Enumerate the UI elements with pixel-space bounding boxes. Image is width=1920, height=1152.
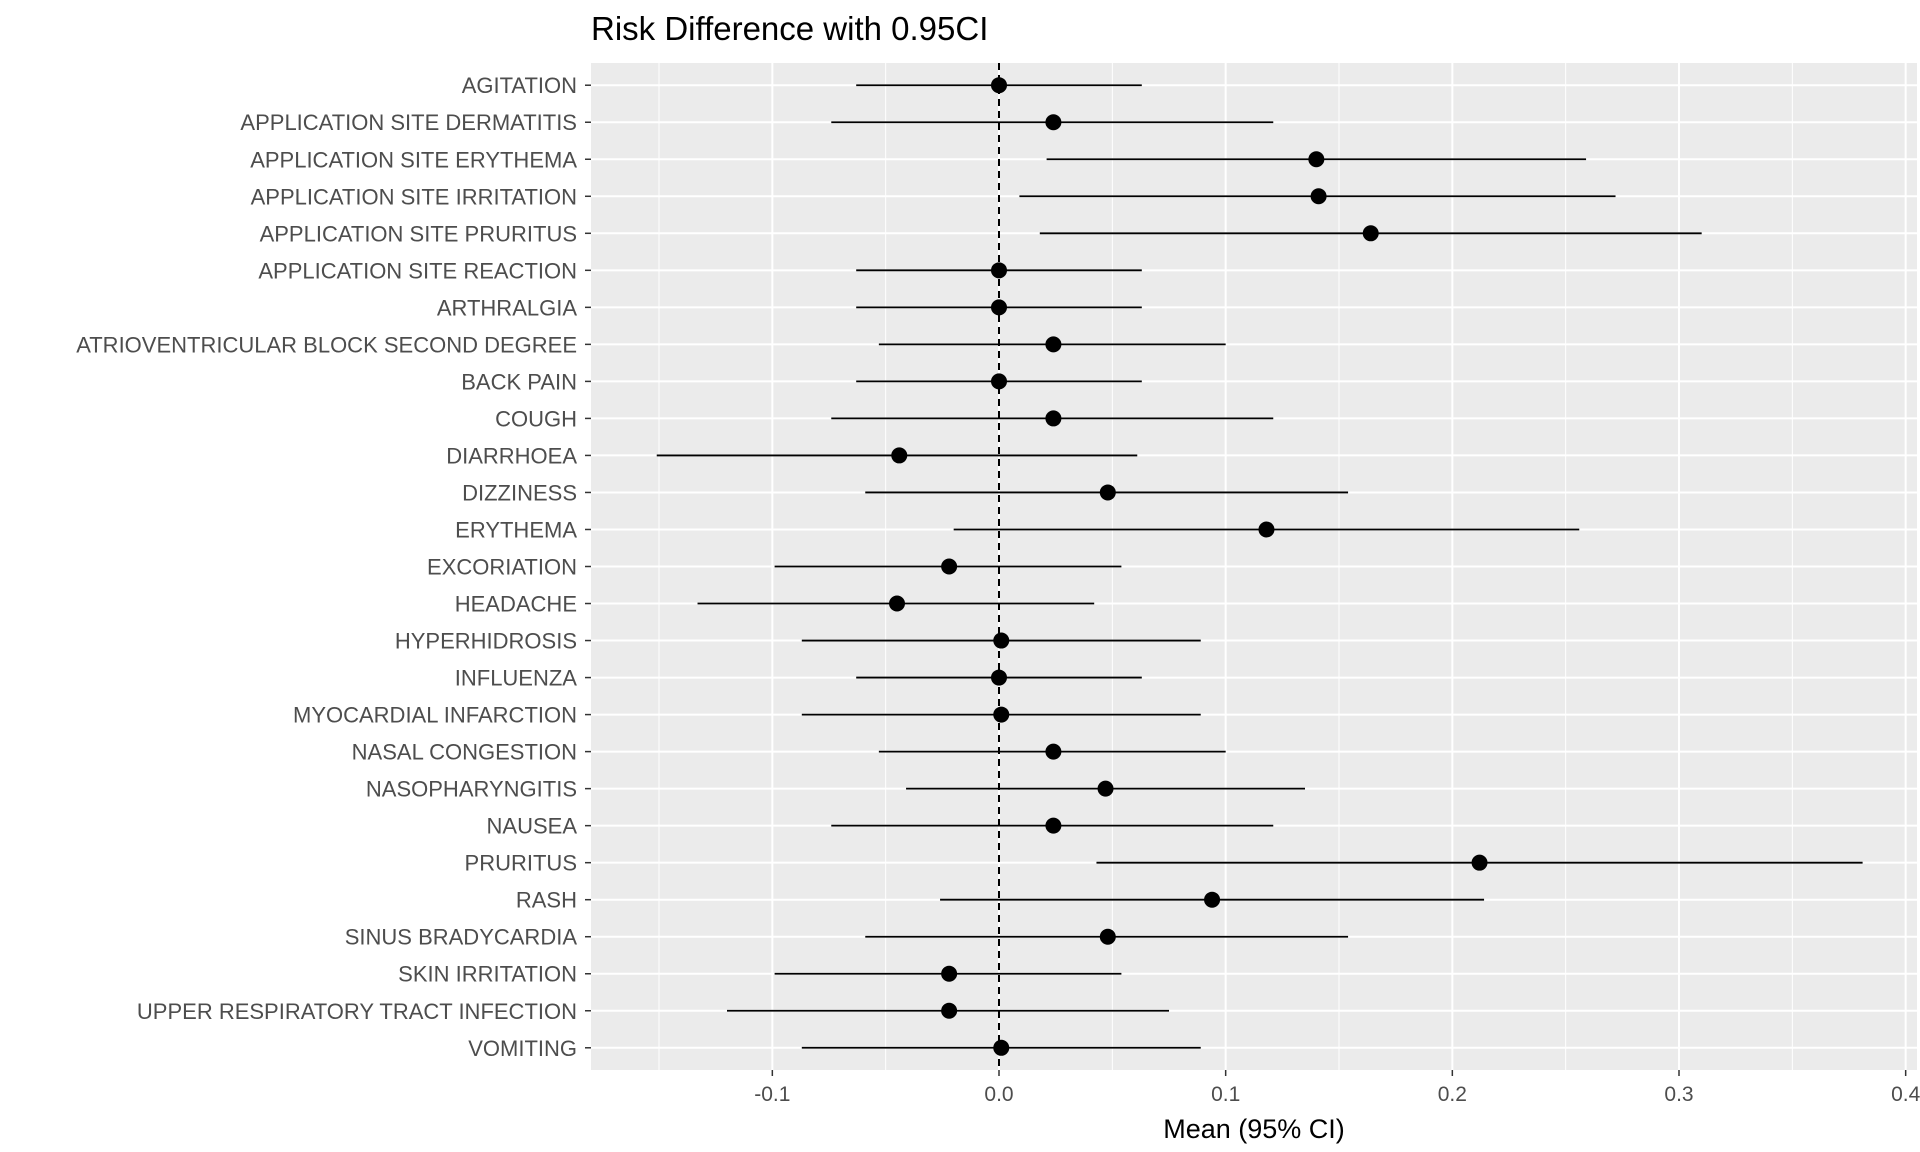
- category-label: ERYTHEMA: [455, 517, 577, 542]
- x-axis-ticks: -0.1 0.0 0.1 0.2 0.3 0.4: [754, 1070, 1920, 1106]
- category-label: HEADACHE: [455, 592, 577, 617]
- category-label: COUGH: [495, 406, 577, 431]
- category-label: APPLICATION SITE PRURITUS: [260, 221, 577, 246]
- category-label: SKIN IRRITATION: [398, 962, 577, 987]
- category-label: DIZZINESS: [462, 480, 577, 505]
- mean-point: [941, 1002, 958, 1019]
- mean-point: [993, 1039, 1010, 1056]
- x-tick-label: -0.1: [754, 1083, 790, 1106]
- category-label: BACK PAIN: [461, 369, 577, 394]
- mean-point: [991, 77, 1007, 94]
- category-label: NASAL CONGESTION: [352, 740, 577, 765]
- mean-point: [1308, 151, 1325, 168]
- category-label: APPLICATION SITE ERYTHEMA: [250, 147, 577, 172]
- category-label: UPPER RESPIRATORY TRACT INFECTION: [137, 999, 577, 1024]
- category-label: NASOPHARYNGITIS: [366, 777, 577, 802]
- mean-point: [1045, 336, 1062, 353]
- category-label: ARTHRALGIA: [437, 295, 578, 320]
- category-label: ATRIOVENTRICULAR BLOCK SECOND DEGREE: [76, 332, 577, 357]
- mean-point: [1258, 521, 1275, 538]
- mean-point: [941, 558, 958, 575]
- category-label: PRURITUS: [465, 851, 577, 876]
- x-tick-label: 0.3: [1664, 1083, 1693, 1106]
- category-label: HYPERHIDROSIS: [395, 629, 577, 654]
- mean-point: [1310, 188, 1327, 205]
- x-axis-title: Mean (95% CI): [1163, 1114, 1345, 1144]
- mean-point: [991, 669, 1007, 686]
- category-label: EXCORIATION: [427, 555, 577, 580]
- x-tick-label: 0.1: [1211, 1083, 1240, 1106]
- mean-point: [889, 595, 905, 612]
- mean-point: [993, 632, 1010, 649]
- mean-point: [991, 299, 1007, 316]
- x-tick-label: 0.0: [984, 1083, 1013, 1106]
- category-labels: AGITATION APPLICATION SITE DERMATITIS APPL…: [76, 73, 591, 1061]
- mean-point: [1099, 928, 1116, 945]
- mean-point: [1097, 780, 1114, 797]
- mean-point: [891, 447, 908, 464]
- category-label: APPLICATION SITE REACTION: [258, 258, 577, 283]
- category-label: INFLUENZA: [455, 666, 578, 691]
- category-label: MYOCARDIAL INFARCTION: [293, 703, 577, 728]
- category-label: VOMITING: [468, 1036, 577, 1061]
- mean-point: [991, 373, 1007, 390]
- chart-title: Risk Difference with 0.95CI: [591, 10, 988, 47]
- mean-point: [1471, 854, 1488, 871]
- mean-point: [941, 965, 958, 982]
- mean-point: [1204, 891, 1221, 908]
- x-tick-label: 0.4: [1891, 1083, 1920, 1106]
- mean-point: [1045, 743, 1062, 760]
- category-label: RASH: [516, 888, 577, 913]
- mean-point: [1362, 225, 1379, 242]
- category-label: APPLICATION SITE DERMATITIS: [240, 110, 577, 135]
- mean-point: [1045, 410, 1062, 427]
- mean-point: [993, 706, 1010, 723]
- category-label: APPLICATION SITE IRRITATION: [251, 184, 577, 209]
- category-label: NAUSEA: [487, 814, 578, 839]
- mean-point: [1045, 817, 1062, 834]
- category-label: AGITATION: [462, 73, 577, 98]
- mean-point: [991, 262, 1007, 279]
- category-label: SINUS BRADYCARDIA: [345, 925, 578, 950]
- x-tick-label: 0.2: [1438, 1083, 1467, 1106]
- mean-point: [1099, 484, 1116, 501]
- category-label: DIARRHOEA: [446, 443, 577, 468]
- mean-point: [1045, 114, 1062, 131]
- chart-marks: [656, 77, 1863, 1056]
